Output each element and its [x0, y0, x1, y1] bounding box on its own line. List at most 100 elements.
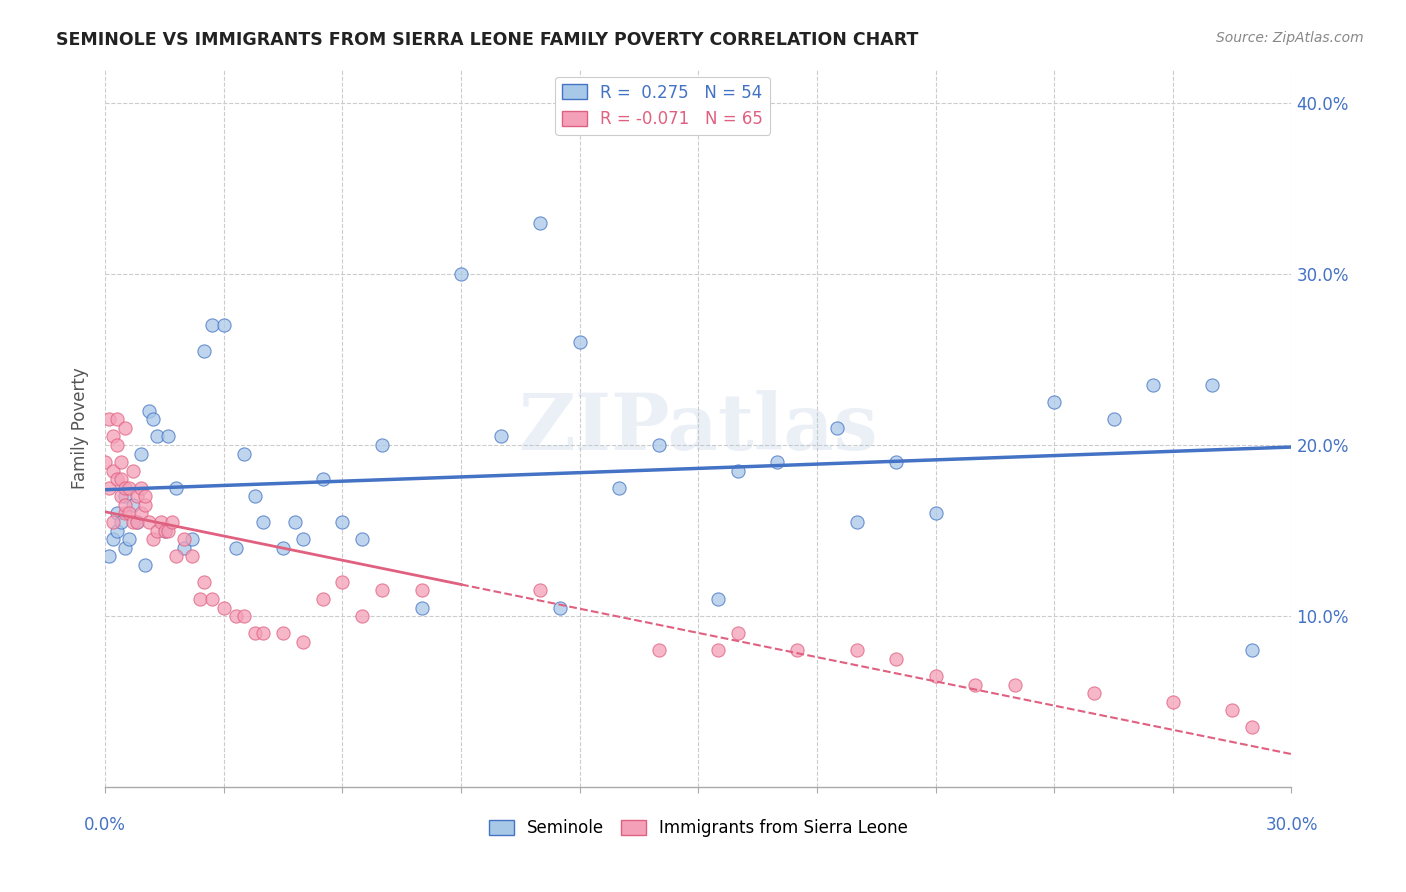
Point	[129, 446, 152, 460]
Point	[1201, 378, 1223, 392]
Point	[245, 626, 267, 640]
Point	[181, 549, 204, 564]
Point	[568, 335, 591, 350]
Point	[149, 515, 172, 529]
Point	[548, 600, 571, 615]
Point	[271, 541, 294, 555]
Point	[845, 515, 868, 529]
Text: 0.0%: 0.0%	[84, 816, 127, 834]
Point	[165, 481, 187, 495]
Point	[145, 524, 167, 538]
Point	[225, 609, 247, 624]
Point	[965, 677, 987, 691]
Point	[1004, 677, 1026, 691]
Point	[94, 455, 117, 469]
Point	[101, 464, 124, 478]
Point	[411, 583, 433, 598]
Point	[98, 412, 121, 426]
Point	[105, 524, 128, 538]
Point	[193, 574, 215, 589]
Point	[252, 626, 274, 640]
Point	[145, 429, 167, 443]
Point	[411, 600, 433, 615]
Point	[101, 429, 124, 443]
Point	[1220, 703, 1243, 717]
Point	[727, 626, 749, 640]
Point	[110, 515, 132, 529]
Point	[489, 429, 512, 443]
Point	[165, 549, 187, 564]
Point	[122, 515, 145, 529]
Point	[142, 412, 165, 426]
Point	[450, 267, 472, 281]
Point	[1102, 412, 1125, 426]
Point	[529, 583, 551, 598]
Point	[181, 532, 204, 546]
Point	[142, 532, 165, 546]
Text: ZIPatlas: ZIPatlas	[519, 390, 879, 466]
Point	[118, 507, 141, 521]
Point	[232, 609, 254, 624]
Point	[118, 532, 141, 546]
Point	[201, 318, 224, 333]
Point	[884, 455, 907, 469]
Point	[105, 472, 128, 486]
Point	[98, 549, 121, 564]
Point	[1043, 395, 1066, 409]
Point	[252, 515, 274, 529]
Legend: R =  0.275   N = 54, R = -0.071   N = 65: R = 0.275 N = 54, R = -0.071 N = 65	[555, 77, 770, 135]
Point	[134, 498, 156, 512]
Point	[122, 464, 145, 478]
Point	[245, 489, 267, 503]
Point	[371, 583, 394, 598]
Point	[1240, 720, 1263, 734]
Point	[607, 481, 630, 495]
Point	[122, 498, 145, 512]
Point	[193, 343, 215, 358]
Point	[134, 558, 156, 572]
Point	[125, 515, 148, 529]
Point	[114, 481, 136, 495]
Point	[212, 318, 235, 333]
Point	[1240, 643, 1263, 657]
Point	[332, 574, 354, 589]
Point	[201, 591, 224, 606]
Point	[134, 489, 156, 503]
Point	[114, 541, 136, 555]
Point	[105, 412, 128, 426]
Point	[101, 532, 124, 546]
Text: Source: ZipAtlas.com: Source: ZipAtlas.com	[1216, 31, 1364, 45]
Point	[125, 489, 148, 503]
Point	[105, 438, 128, 452]
Point	[707, 591, 730, 606]
Point	[110, 489, 132, 503]
Point	[212, 600, 235, 615]
Point	[129, 481, 152, 495]
Point	[114, 498, 136, 512]
Point	[1083, 686, 1105, 700]
Point	[529, 215, 551, 229]
Point	[173, 532, 195, 546]
Point	[114, 507, 136, 521]
Point	[225, 541, 247, 555]
Point	[153, 524, 176, 538]
Point	[157, 429, 180, 443]
Point	[284, 515, 307, 529]
Point	[648, 643, 671, 657]
Point	[1142, 378, 1164, 392]
Point	[157, 524, 180, 538]
Point	[118, 481, 141, 495]
Point	[114, 421, 136, 435]
Point	[129, 507, 152, 521]
Point	[825, 421, 848, 435]
Point	[884, 652, 907, 666]
Point	[312, 591, 335, 606]
Point	[332, 515, 354, 529]
Point	[371, 438, 394, 452]
Text: SEMINOLE VS IMMIGRANTS FROM SIERRA LEONE FAMILY POVERTY CORRELATION CHART: SEMINOLE VS IMMIGRANTS FROM SIERRA LEONE…	[56, 31, 918, 49]
Point	[98, 481, 121, 495]
Point	[291, 634, 314, 648]
Point	[1161, 695, 1184, 709]
Point	[105, 507, 128, 521]
Point	[110, 455, 132, 469]
